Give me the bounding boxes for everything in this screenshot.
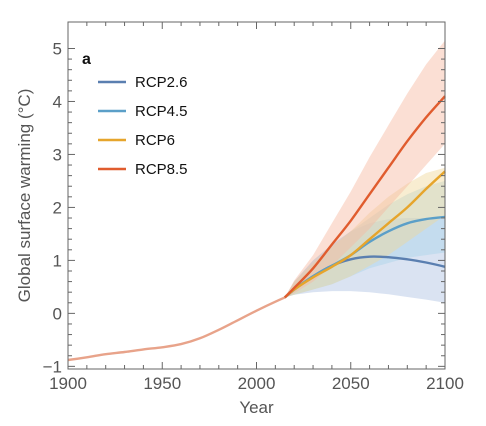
x-tick-label: 1950 <box>143 374 181 393</box>
band-rcp85 <box>284 40 445 298</box>
y-tick-label: 5 <box>53 39 62 58</box>
y-tick-label: 0 <box>53 304 62 323</box>
y-tick-label: 1 <box>53 251 62 270</box>
line-rcp6 <box>284 170 446 299</box>
x-tick-label: 1900 <box>49 374 87 393</box>
y-tick-label: −1 <box>43 357 62 376</box>
legend-label: RCP6 <box>135 132 175 149</box>
legend: RCP2.6 RCP4.5 RCP6 RCP8.5 <box>98 74 188 178</box>
y-tick-label: 3 <box>53 145 62 164</box>
legend-label: RCP2.6 <box>135 74 188 91</box>
y-tick-label: 4 <box>53 92 62 111</box>
legend-label: RCP4.5 <box>135 103 188 120</box>
axis-ticks: 1900 1950 2000 2050 2100 −1 0 1 2 3 4 5 <box>43 22 464 393</box>
historical-line <box>67 296 286 362</box>
uncertainty-bands <box>284 40 445 303</box>
x-tick-label: 2000 <box>238 374 276 393</box>
x-tick-label: 2050 <box>332 374 370 393</box>
panel-label: a <box>82 51 91 68</box>
y-tick-label: 2 <box>53 198 62 217</box>
series-lines <box>67 95 446 362</box>
x-axis-title: Year <box>239 398 274 417</box>
y-axis-title: Global surface warming (°C) <box>15 89 34 303</box>
band-rcp26 <box>284 218 445 303</box>
line-rcp85 <box>283 95 446 299</box>
legend-label: RCP8.5 <box>135 161 188 178</box>
band-rcp6 <box>284 167 445 298</box>
x-tick-label: 2100 <box>426 374 464 393</box>
